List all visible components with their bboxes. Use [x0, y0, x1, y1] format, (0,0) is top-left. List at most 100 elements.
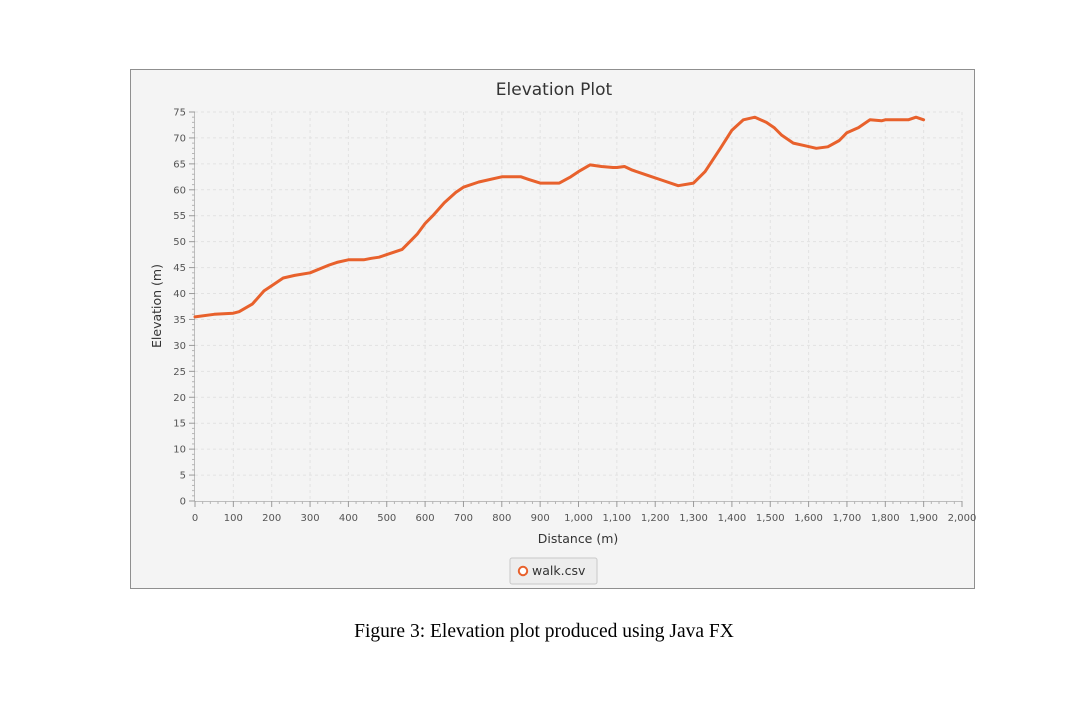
y-tick-label: 60	[173, 185, 186, 196]
data-point	[500, 175, 503, 178]
data-point	[347, 258, 350, 261]
data-point	[615, 166, 618, 169]
data-point	[907, 118, 910, 121]
data-point	[600, 165, 603, 168]
x-tick-label: 1,600	[794, 513, 823, 524]
data-point	[803, 144, 806, 147]
legend-box	[509, 557, 598, 585]
data-point	[915, 116, 917, 119]
data-point	[704, 170, 706, 173]
figure-caption: Figure 3: Elevation plot produced using …	[354, 621, 734, 642]
data-point	[792, 142, 795, 145]
x-tick-label: 300	[301, 513, 320, 524]
legend-label-walk-csv: walk.csv	[532, 563, 586, 578]
x-tick-label: 100	[224, 513, 243, 524]
y-tick-label: 25	[173, 367, 186, 378]
data-point	[846, 131, 848, 134]
data-point	[826, 145, 829, 148]
data-point	[558, 182, 561, 184]
data-point	[232, 312, 235, 315]
x-tick-label: 1,900	[909, 513, 938, 524]
data-point	[362, 258, 365, 261]
y-tick-label: 30	[173, 341, 186, 352]
y-tick-label: 40	[173, 289, 186, 300]
data-point	[719, 147, 722, 150]
y-tick-label: 10	[173, 445, 186, 456]
data-point	[378, 256, 380, 259]
data-point	[569, 175, 572, 178]
chart-frame: Elevation Plot 0 100 200 300 400 500 600 700 800…	[130, 69, 976, 589]
data-point	[454, 191, 457, 194]
data-point	[194, 315, 196, 318]
data-point	[309, 271, 311, 274]
data-point	[780, 134, 783, 137]
data-point	[815, 147, 818, 150]
y-tick-label: 15	[173, 419, 186, 430]
x-tick-label: 200	[262, 513, 281, 524]
data-point	[527, 178, 530, 181]
data-point	[838, 139, 841, 142]
data-point	[477, 181, 480, 183]
data-point	[520, 175, 522, 178]
legend: walk.csv	[509, 557, 598, 585]
y-tick-label: 65	[173, 159, 186, 170]
elevation-chart: Elevation Plot 0 100 200 300 400 500 600 700 800…	[149, 80, 976, 585]
data-point	[335, 261, 338, 264]
x-tick-label: 1,800	[871, 513, 900, 524]
data-point	[328, 264, 331, 266]
data-point	[539, 182, 542, 184]
data-point	[282, 277, 285, 279]
x-tick-label: 1,200	[641, 513, 670, 524]
data-point	[754, 116, 756, 119]
x-tick-label: 1,000	[564, 513, 593, 524]
data-point	[623, 165, 626, 168]
legend-marker-icon	[517, 565, 529, 577]
data-point	[884, 118, 887, 121]
data-point	[401, 248, 403, 251]
data-point	[416, 232, 419, 235]
y-tick-label: 35	[173, 315, 186, 326]
axes: 0 100 200 300 400 500 600 700 800 900 1,000 1,100 1,…	[173, 108, 976, 525]
data-point	[742, 118, 745, 121]
data-point	[589, 164, 591, 166]
x-tick-label: 500	[377, 513, 396, 524]
x-tick-label: 600	[416, 513, 435, 524]
y-tick-label: 55	[173, 211, 186, 222]
data-point	[773, 126, 775, 129]
x-tick-label: 400	[339, 513, 358, 524]
data-point	[631, 169, 634, 171]
x-tick-label: 1,100	[603, 513, 632, 524]
data-point	[692, 182, 695, 184]
data-point	[869, 118, 871, 121]
y-tick-label: 50	[173, 237, 186, 248]
data-point	[646, 174, 649, 177]
x-tick-label: 800	[492, 513, 511, 524]
y-tick-label: 5	[180, 471, 186, 482]
data-point	[880, 119, 883, 122]
x-tick-label: 1,300	[679, 513, 708, 524]
grid	[195, 111, 963, 501]
data-point	[263, 290, 265, 292]
data-point	[612, 166, 614, 169]
data-point	[385, 253, 388, 256]
data-point	[922, 118, 925, 121]
y-tick-label: 0	[180, 497, 186, 508]
data-point	[251, 303, 254, 305]
y-tick-label: 45	[173, 263, 186, 274]
data-point	[270, 284, 273, 287]
data-point	[661, 179, 664, 182]
data-point	[370, 257, 373, 260]
data-point	[577, 170, 580, 173]
series-layer	[193, 115, 926, 319]
data-point	[731, 129, 733, 132]
x-tick-label: 700	[454, 513, 473, 524]
x-tick-label: 1,500	[756, 513, 785, 524]
data-point	[895, 118, 898, 121]
data-point	[857, 126, 860, 129]
data-point	[462, 186, 465, 189]
data-point	[293, 274, 296, 277]
data-point	[213, 313, 216, 316]
x-tick-label: 1,400	[718, 513, 747, 524]
y-axis-label: Elevation (m)	[149, 264, 164, 348]
data-point	[431, 214, 434, 217]
